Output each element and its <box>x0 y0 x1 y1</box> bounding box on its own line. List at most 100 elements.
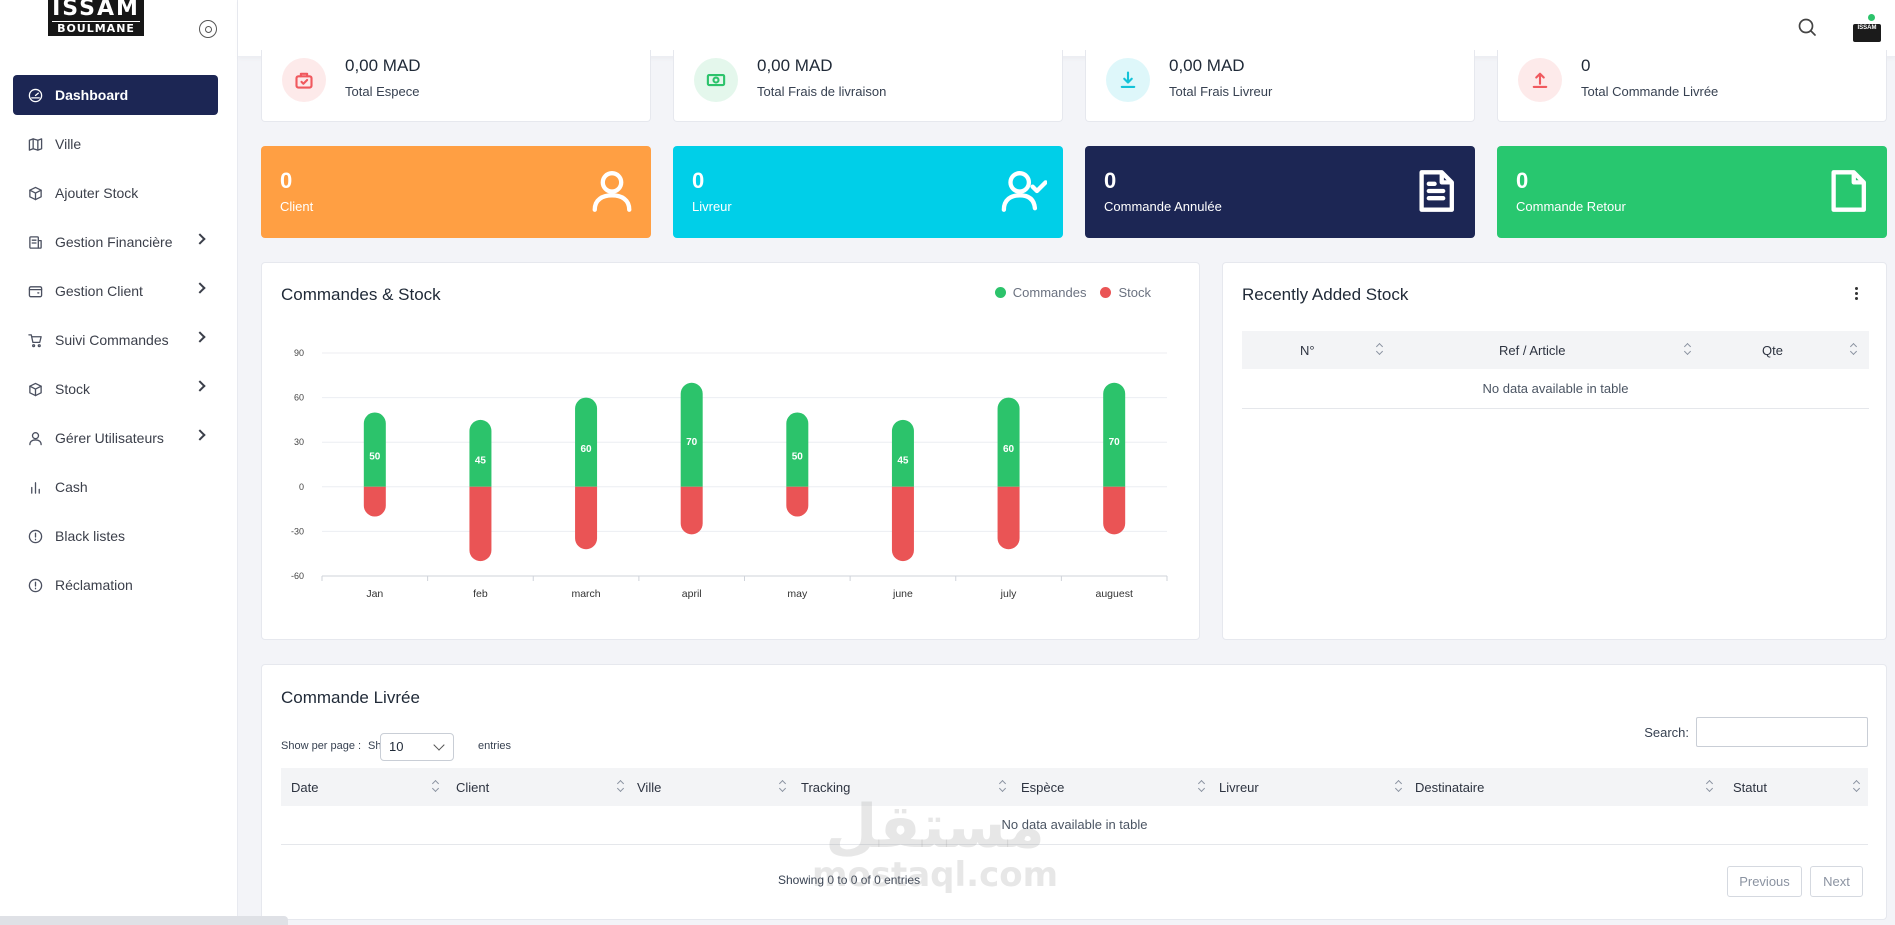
y-tick-label: -60 <box>291 571 304 581</box>
chart-title: Commandes & Stock <box>281 285 441 304</box>
entries-select[interactable]: 10 <box>380 733 454 761</box>
money-icon <box>694 58 738 102</box>
sidebar-item-label: Stock <box>55 381 91 397</box>
stat-label: Total Espece <box>345 84 420 99</box>
sort-icon[interactable] <box>1853 780 1861 792</box>
bar-stock <box>680 486 703 535</box>
sidebar-toggle-icon[interactable] <box>199 20 217 38</box>
divider <box>281 844 1868 845</box>
col-header-qte[interactable]: Qte <box>1762 343 1783 358</box>
sidebar-item-suivi-commandes[interactable]: Suivi Commandes <box>13 320 218 360</box>
stat-label: Total Commande Livrée <box>1581 84 1719 99</box>
kpi-label: Client <box>280 199 314 214</box>
stat-value: 0 <box>1581 56 1591 75</box>
sort-icon[interactable] <box>1376 343 1384 355</box>
legend-item-stock[interactable]: Stock <box>1100 285 1151 300</box>
delivered-table-header: Date Client Ville Tracking Espèce Livreur Dest… <box>281 768 1868 806</box>
sidebar-item-g-rer-utilisateurs[interactable]: Gérer Utilisateurs <box>13 418 218 458</box>
online-status-dot <box>1868 14 1875 21</box>
sidebar-item-r-clamation[interactable]: Réclamation <box>13 565 218 605</box>
receipt-icon <box>27 234 43 250</box>
kpi-card-livreur[interactable]: 0 Livreur <box>673 146 1063 238</box>
file-text-icon <box>1413 168 1455 214</box>
sort-icon[interactable] <box>1395 780 1403 792</box>
x-tick-label: june <box>892 588 913 600</box>
avatar[interactable]: ISSAM <box>1853 24 1881 42</box>
col-header-destinataire[interactable]: Destinataire <box>1415 780 1485 795</box>
kpi-card-commande-annul-e[interactable]: 0 Commande Annulée <box>1085 146 1475 238</box>
kpi-value: 0 <box>692 168 705 193</box>
alert-circle-icon <box>27 577 43 593</box>
col-header-tracking[interactable]: Tracking <box>801 780 851 795</box>
delivered-orders-card: Commande Livrée Show per page : Show 10 … <box>261 664 1887 920</box>
sort-icon[interactable] <box>1850 343 1858 355</box>
sidebar-item-cash[interactable]: Cash <box>13 467 218 507</box>
bar-commandes <box>786 412 809 487</box>
sidebar-item-ville[interactable]: Ville <box>13 124 218 164</box>
sidebar-item-label: Gestion Financière <box>55 234 173 250</box>
data-label: 45 <box>475 455 487 466</box>
previous-page-button[interactable]: Previous <box>1727 866 1802 897</box>
kpi-card-commande-retour[interactable]: 0 Commande Retour <box>1497 146 1887 238</box>
stat-label: Total Frais Livreur <box>1169 84 1273 99</box>
table-search-input[interactable] <box>1696 717 1868 747</box>
user-icon <box>27 430 43 446</box>
data-label: 70 <box>686 437 698 448</box>
bar-stock <box>891 486 914 562</box>
bar-commandes <box>575 397 598 487</box>
box-icon <box>27 185 43 201</box>
col-header-ref-article[interactable]: Ref / Article <box>1499 343 1566 358</box>
sort-icon[interactable] <box>999 780 1007 792</box>
sidebar-item-gestion-client[interactable]: Gestion Client <box>13 271 218 311</box>
x-tick-label: may <box>787 588 808 600</box>
sort-icon[interactable] <box>1198 780 1206 792</box>
y-tick-label: 90 <box>294 348 304 358</box>
search-icon[interactable] <box>1797 17 1817 37</box>
legend-item-commandes[interactable]: Commandes <box>994 285 1086 300</box>
y-tick-label: 60 <box>294 393 304 403</box>
stat-value: 0,00 MAD <box>345 56 421 75</box>
sidebar: ISSAM BOULMANE Dashboard Ville Ajouter S… <box>0 0 238 925</box>
sort-icon[interactable] <box>1684 343 1692 355</box>
more-vertical-icon[interactable] <box>1855 287 1859 301</box>
data-label: 70 <box>1109 437 1121 448</box>
chevron-right-icon <box>194 233 206 245</box>
brand-logo[interactable]: ISSAM BOULMANE <box>48 0 144 36</box>
col-header-client[interactable]: Client <box>456 780 490 795</box>
bar-stock <box>363 486 386 517</box>
bar-commandes <box>469 419 492 487</box>
bar-commandes <box>363 412 386 487</box>
sidebar-item-black-listes[interactable]: Black listes <box>13 516 218 556</box>
col-header-number[interactable]: N° <box>1300 343 1315 358</box>
next-page-button[interactable]: Next <box>1810 866 1863 897</box>
col-header-ville[interactable]: Ville <box>637 780 662 795</box>
col-header-esp-ce[interactable]: Espèce <box>1021 780 1065 795</box>
map-icon <box>27 136 43 152</box>
sidebar-item-ajouter-stock[interactable]: Ajouter Stock <box>13 173 218 213</box>
sidebar-item-label: Réclamation <box>55 577 133 593</box>
data-label: 45 <box>897 455 909 466</box>
col-header-livreur[interactable]: Livreur <box>1219 780 1259 795</box>
x-tick-label: march <box>571 588 600 600</box>
sidebar-item-stock[interactable]: Stock <box>13 369 218 409</box>
col-header-date[interactable]: Date <box>291 780 319 795</box>
bar-chart: 90 60 30 0 -30 -60 Jan 50 feb 45 march 60 april 70 may… <box>291 348 1168 600</box>
bar-stock <box>575 486 598 550</box>
recent-stock-table-header: N° Ref / Article Qte <box>1242 331 1869 369</box>
empty-table-message: No data available in table <box>1001 817 1148 832</box>
sort-icon[interactable] <box>432 780 440 792</box>
y-tick-label: -30 <box>291 526 304 536</box>
bar-commandes <box>680 382 703 487</box>
sidebar-nav: Dashboard Ville Ajouter Stock Gestion Fi… <box>13 75 218 614</box>
sidebar-item-dashboard[interactable]: Dashboard <box>13 75 218 115</box>
sidebar-item-label: Cash <box>55 479 88 495</box>
bar-stock <box>469 486 492 562</box>
sidebar-item-gestion-financi-re[interactable]: Gestion Financière <box>13 222 218 262</box>
gauge-icon <box>27 87 43 103</box>
col-header-statut[interactable]: Statut <box>1733 780 1767 795</box>
entries-label: entries <box>478 740 512 752</box>
sort-icon[interactable] <box>617 780 625 792</box>
kpi-card-client[interactable]: 0 Client <box>261 146 651 238</box>
sort-icon[interactable] <box>1706 780 1714 792</box>
sort-icon[interactable] <box>779 780 787 792</box>
